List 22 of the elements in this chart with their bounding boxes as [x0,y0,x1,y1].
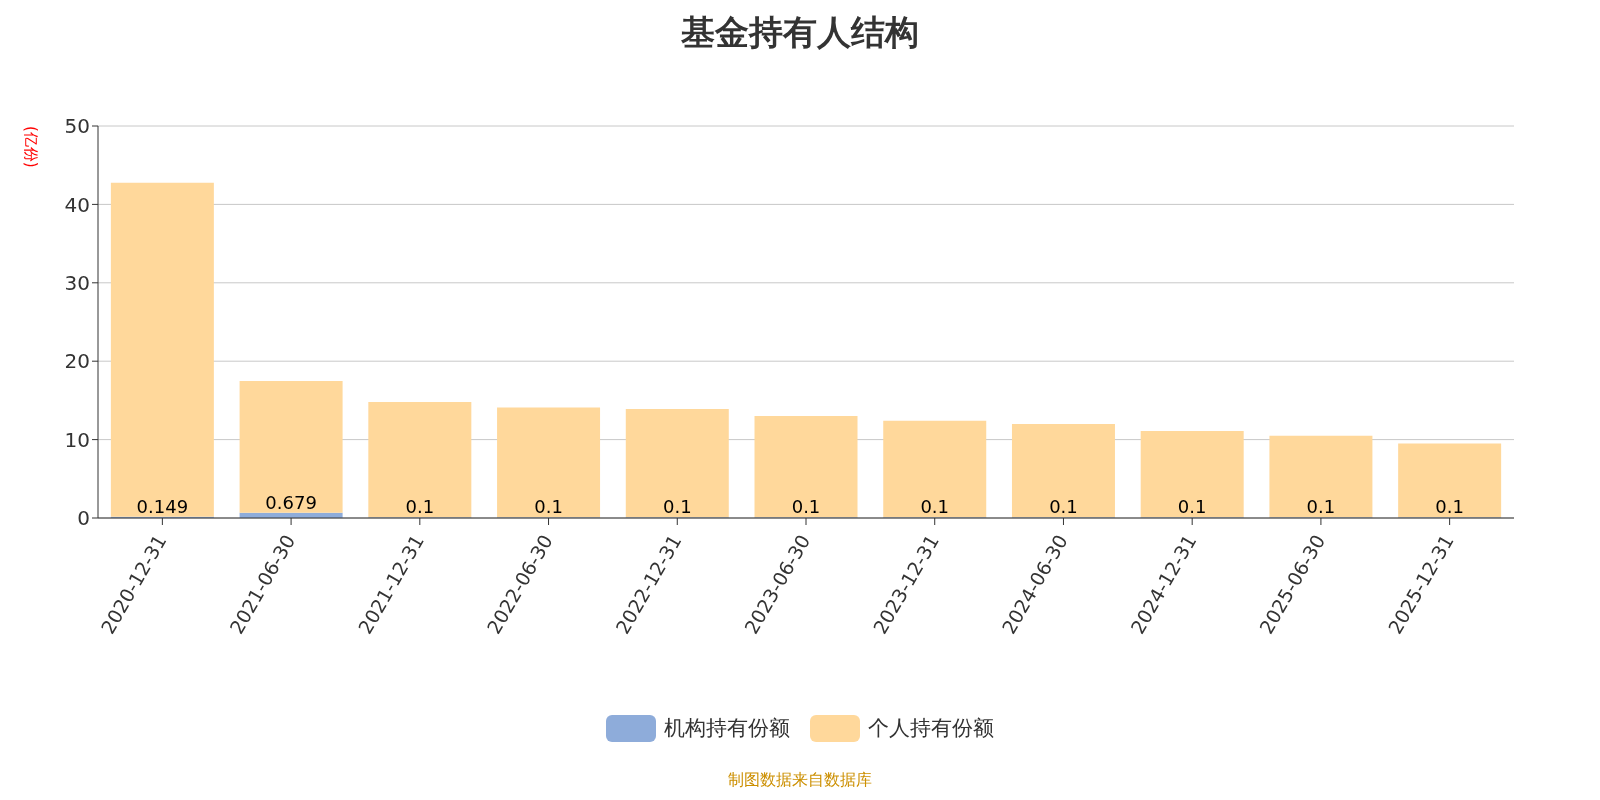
data-label: 0.1 [1435,496,1464,518]
y-tick-label: 20 [64,349,90,374]
data-label: 0.149 [136,495,189,517]
chart-title: 基金持有人结构 [680,11,920,54]
data-label: 0.679 [265,491,317,513]
data-label: 0.1 [1306,496,1336,518]
data-label: 0.1 [1049,496,1078,518]
text: 制图数据来自数据库 [727,770,873,791]
y-tick-label: 0 [77,506,90,531]
data-label: 0.1 [920,496,950,518]
y-axis-title: (亿份) [21,126,40,168]
y-tick-label: 10 [64,427,90,452]
legend-label: 机构持有份额 [664,715,790,742]
data-label: 0.1 [1177,496,1207,518]
data-label: 0.1 [534,496,563,518]
legend-label: 个人持有份额 [868,715,994,742]
data-label: 0.1 [791,496,821,518]
data-label: 0.1 [405,496,435,518]
y-tick-label: 40 [64,192,90,217]
data-label: 0.1 [662,496,692,518]
y-tick-label: 30 [64,270,90,295]
y-tick-label: 50 [64,114,90,139]
